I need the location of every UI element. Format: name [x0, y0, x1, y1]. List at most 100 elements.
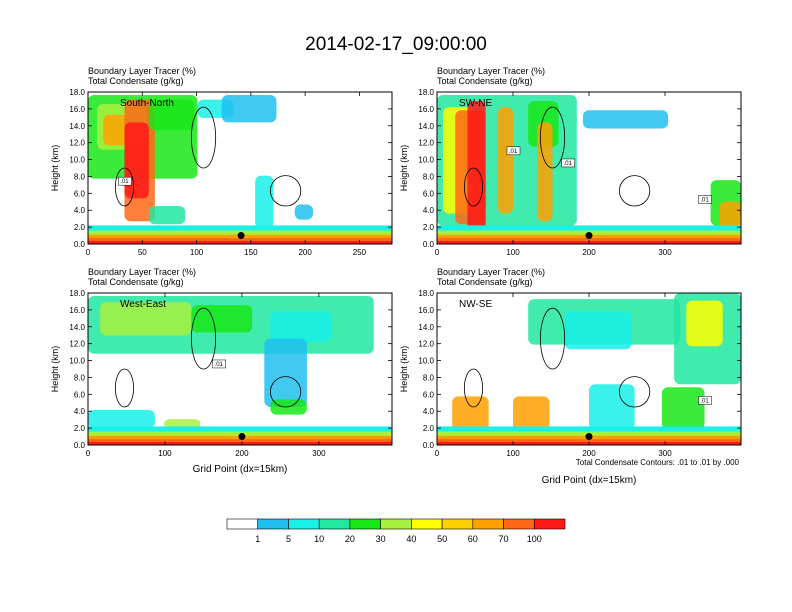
y-tick-label: 12.0: [69, 340, 85, 349]
y-tick-label: 16.0: [69, 105, 85, 114]
y-tick-label: 0.0: [74, 240, 86, 249]
colorbar-swatch: [318, 518, 351, 530]
colorbar-label: 60: [468, 534, 478, 544]
colorbar-label: 10: [314, 534, 324, 544]
cloud-patch: [103, 114, 128, 146]
figure-title: 2014-02-17_09:00:00: [305, 34, 487, 55]
condensate-contour: [269, 376, 302, 408]
cloud-patch: [294, 204, 313, 220]
panel-name: South-North: [120, 98, 174, 109]
x-tick-label: 200: [582, 449, 596, 458]
x-tick-label: 100: [158, 449, 172, 458]
y-tick-label: 14.0: [69, 122, 85, 131]
contour-label-box: [698, 195, 712, 204]
plot-frame: [87, 91, 393, 245]
y-tick-label: 18.0: [69, 289, 85, 298]
colorbar-label: 70: [499, 534, 509, 544]
colorbar-swatch: [533, 518, 566, 530]
condensate-contour: [618, 376, 651, 408]
y-tick-label: 2.0: [423, 424, 435, 433]
cloud-patch: [589, 384, 635, 430]
y-tick-label: 16.0: [418, 306, 434, 315]
condensate-contour: [463, 368, 484, 408]
y-tick-label: 6.0: [423, 189, 435, 198]
plot-frame: [87, 292, 393, 446]
contour-label: .01: [564, 161, 573, 167]
condensate-contour: [114, 167, 135, 207]
y-tick-label: 4.0: [423, 206, 435, 215]
y-tick-label: 10.0: [69, 156, 85, 165]
y-tick-label: 10.0: [418, 357, 434, 366]
y-tick-label: 14.0: [69, 323, 85, 332]
cloud-patch: [582, 110, 669, 129]
panel-west-east: 0.0 2.0 4.0 6.0 8.0 10.0 12.0 14.0 16.0 18.0 0 100 2…: [50, 267, 393, 475]
cloud-patch: [255, 175, 274, 229]
panel-name: SW-NE: [459, 98, 492, 109]
y-tick-label: 16.0: [418, 105, 434, 114]
y-tick-label: 14.0: [418, 122, 434, 131]
colorbar-swatch: [349, 518, 381, 530]
y-tick-label: 16.0: [69, 306, 85, 315]
contour-label: .01: [120, 179, 129, 185]
y-axis-label: Height (km): [50, 346, 60, 393]
cloud-patch: [88, 410, 155, 429]
colorbar-swatch: [503, 518, 535, 530]
contour-label-box: [561, 158, 575, 168]
y-tick-label: 18.0: [418, 289, 434, 298]
y-tick-label: 6.0: [74, 390, 86, 399]
subtitle-condensate: Total Condensate (g/kg): [88, 277, 184, 287]
colorbar-label: 5: [286, 534, 291, 544]
condensate-contour: [539, 106, 566, 169]
x-tick-label: 200: [298, 248, 312, 257]
contour-label-box: [506, 146, 521, 156]
y-tick-label: 18.0: [418, 88, 434, 97]
panel-nw-se: 0.0 2.0 4.0 6.0 8.0 10.0 12.0 14.0 16.0 18.0 0 100 2…: [399, 267, 742, 486]
cloud-patch: [513, 396, 550, 435]
boundary-layer-band: [88, 241, 392, 244]
x-tick-label: 100: [190, 248, 204, 257]
y-axis-label: Height (km): [399, 346, 409, 393]
y-tick-label: 10.0: [418, 156, 434, 165]
colorbar: 1 5 10 20 30 40 50 60 70 100: [226, 518, 566, 544]
cloud-patch: [497, 107, 513, 214]
contour-label: .01: [509, 149, 518, 155]
cloud-patch: [719, 201, 741, 229]
boundary-layer-band: [88, 442, 392, 445]
x-tick-label: 0: [86, 449, 91, 458]
y-tick-label: 10.0: [69, 357, 85, 366]
y-tick-label: 4.0: [74, 407, 86, 416]
y-tick-label: 12.0: [418, 340, 434, 349]
cloud-patch: [686, 300, 723, 347]
condensate-contour: [618, 175, 651, 207]
y-tick-label: 2.0: [423, 223, 435, 232]
y-tick-label: 6.0: [423, 390, 435, 399]
cloud-patch: [264, 338, 307, 407]
location-marker: [238, 433, 246, 441]
y-axis-label: Height (km): [399, 145, 409, 192]
heatmap-field: [88, 293, 392, 445]
contour-label-box: [212, 359, 226, 369]
y-tick-label: 2.0: [74, 223, 86, 232]
colorbar-label: 1: [255, 534, 260, 544]
subtitle-condensate: Total Condensate (g/kg): [437, 76, 533, 86]
cloud-patch: [124, 122, 149, 199]
cloud-patch: [452, 396, 489, 435]
x-tick-label: 300: [658, 449, 672, 458]
colorbar-swatch: [288, 518, 320, 530]
cloud-patch: [661, 387, 705, 430]
panel-name: NW-SE: [459, 299, 492, 310]
x-tick-label: 300: [658, 248, 672, 257]
contour-note: Total Condensate Contours: .01 to .01 by…: [576, 458, 740, 467]
y-tick-label: 0.0: [74, 441, 86, 450]
y-tick-label: 8.0: [423, 373, 435, 382]
location-marker: [237, 232, 245, 240]
colorbar-label: 30: [376, 534, 386, 544]
cloud-patch: [148, 206, 186, 225]
y-tick-label: 2.0: [74, 424, 86, 433]
contour-label-box: [698, 396, 712, 405]
subtitle-condensate: Total Condensate (g/kg): [437, 277, 533, 287]
heatmap-field: [88, 92, 392, 244]
colorbar-swatch: [411, 518, 443, 530]
condensate-contour: [114, 368, 135, 408]
